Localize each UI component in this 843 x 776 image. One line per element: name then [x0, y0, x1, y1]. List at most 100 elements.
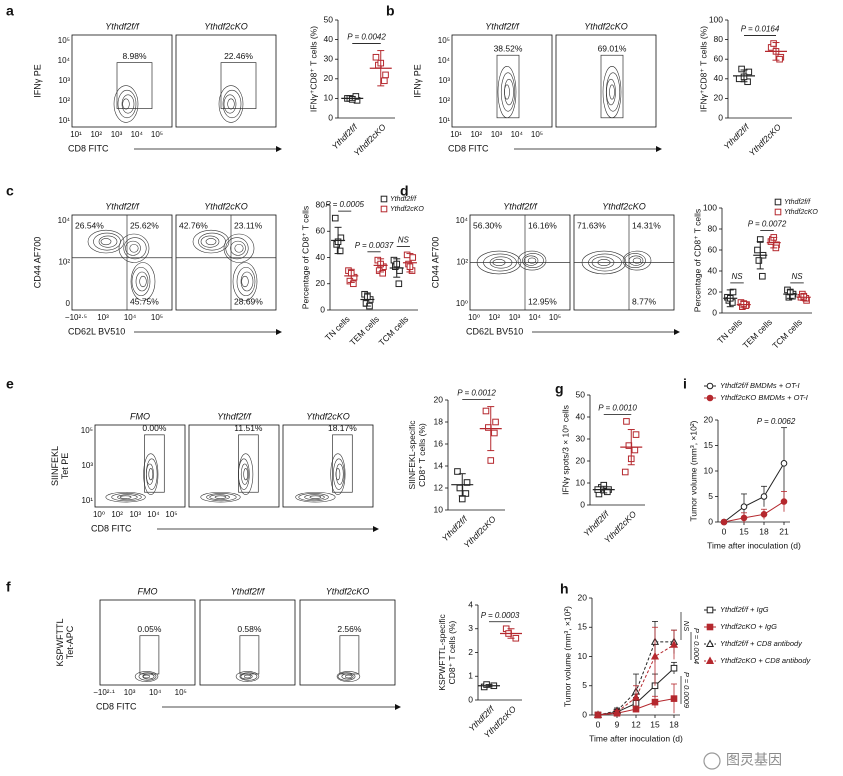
legend-label: Ythdf2f/f BMDMs + OT-I	[720, 381, 800, 390]
panel-letter: f	[6, 579, 11, 595]
gate-percent: 71.63%	[577, 220, 606, 230]
contour	[298, 493, 329, 502]
panel-letter: g	[555, 381, 564, 397]
contour	[333, 458, 345, 490]
flow-plot-frame	[175, 214, 277, 311]
y-tick-label: 20	[708, 286, 718, 296]
flow-y-tick-label: 0	[66, 299, 71, 308]
data-point	[760, 493, 768, 500]
contour	[122, 98, 130, 110]
flow-x-tick-label: 10⁴	[147, 510, 160, 519]
gate	[239, 635, 260, 675]
y-axis-label: IFNγ spots/3 × 10⁵ cells	[560, 405, 570, 495]
contour	[143, 674, 151, 679]
flow-x-tick-label: 10⁵	[151, 313, 163, 322]
flow-y-tick-label: 10²	[438, 96, 450, 105]
contour	[135, 271, 149, 292]
gate-percent: 0.58%	[237, 624, 262, 634]
panel-letter: h	[560, 581, 569, 597]
significance-label: P = 0.0003	[481, 611, 520, 620]
y-tick-label: 14	[434, 460, 444, 470]
gate-percent: 0.05%	[137, 624, 162, 634]
y-tick-label: 4	[468, 599, 473, 609]
significance-label: NS	[731, 272, 743, 281]
data-point	[462, 490, 470, 497]
contour	[244, 674, 251, 679]
x-tick-label: 0	[596, 719, 601, 729]
contour	[243, 468, 249, 481]
significance-label: P = 0.0005	[325, 200, 364, 209]
significance-label: P = 0.0009	[682, 672, 691, 709]
data-point	[631, 446, 639, 454]
gate-percent: 26.54%	[75, 220, 104, 230]
y-tick-label: 0	[718, 112, 723, 122]
y-tick-label: 0	[468, 694, 473, 704]
legend-label: Ythdf2cKO + CD8 antibody	[720, 656, 812, 665]
contour	[336, 671, 361, 682]
contour	[206, 493, 237, 502]
flow-x-tick-label: 10²	[90, 130, 102, 139]
contour	[335, 468, 341, 481]
contour	[227, 98, 235, 110]
x-tick-label: 15	[739, 526, 749, 536]
y-tick-label: 10	[578, 651, 588, 661]
y-axis-label: KSPWFTTL-specificCD8⁺ T cells (%)	[437, 613, 457, 690]
contour	[500, 72, 516, 112]
y-axis-label: SIINFEKL-specificCD8⁺ T cells (%)	[407, 420, 427, 490]
legend-label: Ythdf2f/f	[390, 196, 417, 203]
flow-y-tick-label: 10⁵	[58, 36, 70, 45]
flow-y-axis-label: SIINFEKLTet PE	[50, 446, 70, 486]
gate-percent: 28.69%	[234, 296, 263, 306]
data-point	[650, 651, 660, 660]
data-point	[720, 518, 728, 526]
contour	[138, 672, 157, 681]
contour	[504, 84, 510, 100]
y-axis-label: IFNγ⁺CD8⁺ T cells (%)	[698, 26, 708, 112]
data-point	[651, 698, 659, 706]
gate	[496, 54, 520, 119]
data-point	[706, 606, 714, 614]
flow-x-tick-label: 10²	[488, 313, 500, 322]
flow-y-axis-label: CD44 AF700	[430, 237, 440, 289]
arrow-head	[276, 146, 282, 152]
significance-label: P = 0.0012	[457, 389, 496, 398]
legend-label: Ythdf2f/f	[784, 199, 811, 206]
y-tick-label: 40	[576, 411, 586, 421]
y-tick-label: 40	[324, 34, 334, 44]
contour	[145, 463, 154, 485]
flow-x-tick-label: 10³	[97, 313, 109, 322]
contour	[344, 674, 352, 679]
y-tick-label: 40	[708, 265, 718, 275]
contour	[527, 257, 537, 264]
gate-percent: 0.00%	[142, 423, 167, 433]
flow-plot-title: Ythdf2cKO	[326, 586, 370, 596]
flow-plot-title: Ythdf2cKO	[204, 21, 248, 31]
x-tick-label: 18	[669, 719, 679, 729]
flow-y-tick-label: 10⁵	[81, 426, 93, 435]
contour	[337, 672, 356, 681]
flow-y-tick-label: 10²	[58, 258, 70, 267]
flow-y-tick-label: 10⁰	[456, 299, 468, 308]
flow-x-tick-label: 10³	[491, 130, 503, 139]
flow-plot-frame	[282, 424, 374, 508]
contour	[330, 453, 346, 496]
data-point	[631, 692, 641, 701]
contour	[240, 463, 249, 485]
flow-x-tick-label: −10²·¹	[93, 688, 115, 697]
y-axis-label-line: KSPWFTTL-specific	[437, 613, 447, 690]
legend-label: Ythdf2cKO + IgG	[720, 622, 777, 631]
gate-percent: 42.76%	[179, 220, 208, 230]
flow-y-axis-label: IFNγ PE	[32, 64, 42, 98]
flow-x-tick-label: 10⁴	[131, 130, 144, 139]
flow-x-axis-label: CD8 FITC	[68, 143, 109, 153]
gate-percent: 8.77%	[632, 296, 657, 306]
flow-y-tick-label: 10³	[438, 76, 450, 85]
gate-percent: 38.52%	[494, 43, 523, 53]
significance-label: NS	[682, 621, 691, 631]
flow-plot-frame	[94, 424, 186, 508]
contour	[200, 491, 241, 503]
data-point	[380, 205, 388, 213]
flow-plot-frame	[451, 34, 553, 128]
gate-percent: 12.95%	[528, 296, 557, 306]
y-tick-label: 100	[703, 202, 717, 212]
